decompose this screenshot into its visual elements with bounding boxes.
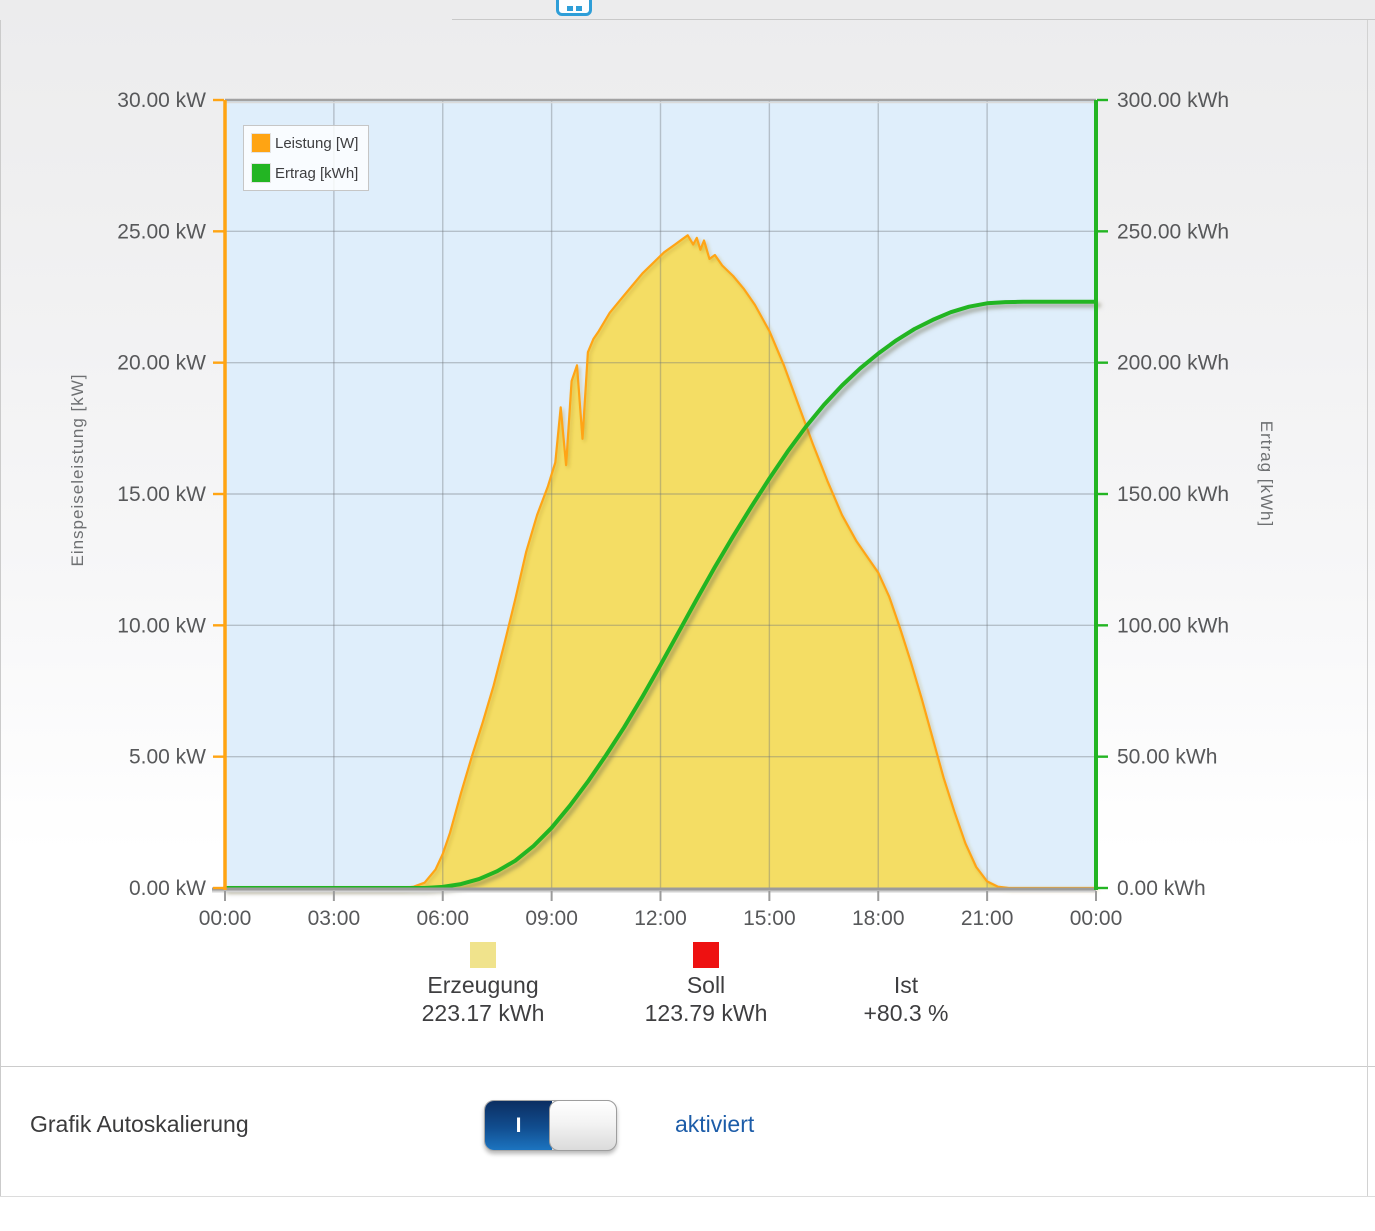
legend-label-ertrag: Ertrag [kWh] [275, 164, 359, 182]
autoscale-status: aktiviert [675, 1111, 755, 1137]
svg-text:50.00 kWh: 50.00 kWh [1117, 746, 1217, 769]
svg-text:5.00 kW: 5.00 kW [129, 746, 206, 769]
stat-ist-label: Ist [893, 972, 919, 998]
stat-soll-value: 123.79 kWh [644, 1000, 768, 1026]
svg-text:150.00 kWh: 150.00 kWh [1117, 483, 1229, 506]
toggle-knob[interactable] [549, 1100, 617, 1151]
gridlines [225, 100, 1096, 888]
svg-text:00:00: 00:00 [1070, 907, 1123, 930]
toggle-on-segment[interactable]: I [485, 1101, 552, 1150]
svg-text:200.00 kWh: 200.00 kWh [1117, 352, 1229, 375]
svg-text:03:00: 03:00 [308, 907, 361, 930]
right-axis-title: Ertrag [kWh] [1257, 420, 1276, 528]
legend-label-leistung: Leistung [W] [275, 134, 359, 152]
leistung-swatch-icon [251, 133, 271, 153]
production-chart: 0.00 kW 5.00 kW 10.00 kW 15.00 kW 20.00 kW 25… [117, 89, 1229, 930]
calendar-icon[interactable] [556, 0, 592, 16]
section-divider [0, 1066, 1375, 1067]
stat-erzeugung-value: 223.17 kWh [421, 1000, 545, 1026]
autoscale-label: Grafik Autoskalierung [30, 1111, 249, 1137]
soll-swatch-icon [693, 942, 719, 968]
svg-text:25.00 kW: 25.00 kW [117, 220, 206, 243]
svg-text:00:00: 00:00 [199, 907, 252, 930]
autoscale-toggle[interactable]: I [484, 1100, 617, 1151]
stat-erzeugung: Erzeugung 223.17 kWh [373, 942, 593, 1027]
axes [212, 98, 1108, 901]
svg-text:21:00: 21:00 [961, 907, 1014, 930]
svg-text:18:00: 18:00 [852, 907, 905, 930]
panel-right-border [1367, 20, 1368, 1197]
stat-ist: Ist +80.3 % [796, 942, 1016, 1027]
stat-soll-label: Soll [686, 972, 726, 998]
svg-text:300.00 kWh: 300.00 kWh [1117, 89, 1229, 112]
calendar-icon-dot [566, 6, 573, 11]
svg-text:0.00 kW: 0.00 kW [129, 877, 206, 900]
legend-item-leistung: Leistung [W] [251, 133, 358, 153]
erzeugung-swatch-icon [470, 942, 496, 968]
svg-text:15.00 kW: 15.00 kW [117, 483, 206, 506]
panel-left-border [0, 20, 1, 1197]
svg-text:30.00 kW: 30.00 kW [117, 89, 206, 112]
svg-text:0.00 kWh: 0.00 kWh [1117, 877, 1206, 900]
panel-bottom-border [0, 1196, 1375, 1197]
svg-text:10.00 kW: 10.00 kW [117, 614, 206, 637]
tick-labels: 0.00 kW 5.00 kW 10.00 kW 15.00 kW 20.00 kW 25… [117, 89, 1229, 930]
svg-text:250.00 kWh: 250.00 kWh [1117, 220, 1229, 243]
yield-line-series [223, 299, 1098, 890]
calendar-icon-dot [575, 6, 582, 11]
ertrag-swatch-icon [251, 163, 271, 183]
top-divider [452, 19, 1375, 20]
svg-text:100.00 kWh: 100.00 kWh [1117, 614, 1229, 637]
left-axis-title: Einspeiseleistung [kW] [68, 373, 87, 567]
svg-text:06:00: 06:00 [416, 907, 469, 930]
stat-erzeugung-label: Erzeugung [427, 972, 539, 998]
svg-text:12:00: 12:00 [634, 907, 687, 930]
svg-text:15:00: 15:00 [743, 907, 796, 930]
power-line-series [225, 234, 1096, 890]
stat-ist-value: +80.3 % [863, 1000, 949, 1026]
svg-text:09:00: 09:00 [525, 907, 578, 930]
legend-item-ertrag: Ertrag [kWh] [251, 163, 358, 183]
stat-soll: Soll 123.79 kWh [596, 942, 816, 1027]
chart-legend: Leistung [W] Ertrag [kWh] [243, 125, 370, 191]
svg-text:20.00 kW: 20.00 kW [117, 352, 206, 375]
